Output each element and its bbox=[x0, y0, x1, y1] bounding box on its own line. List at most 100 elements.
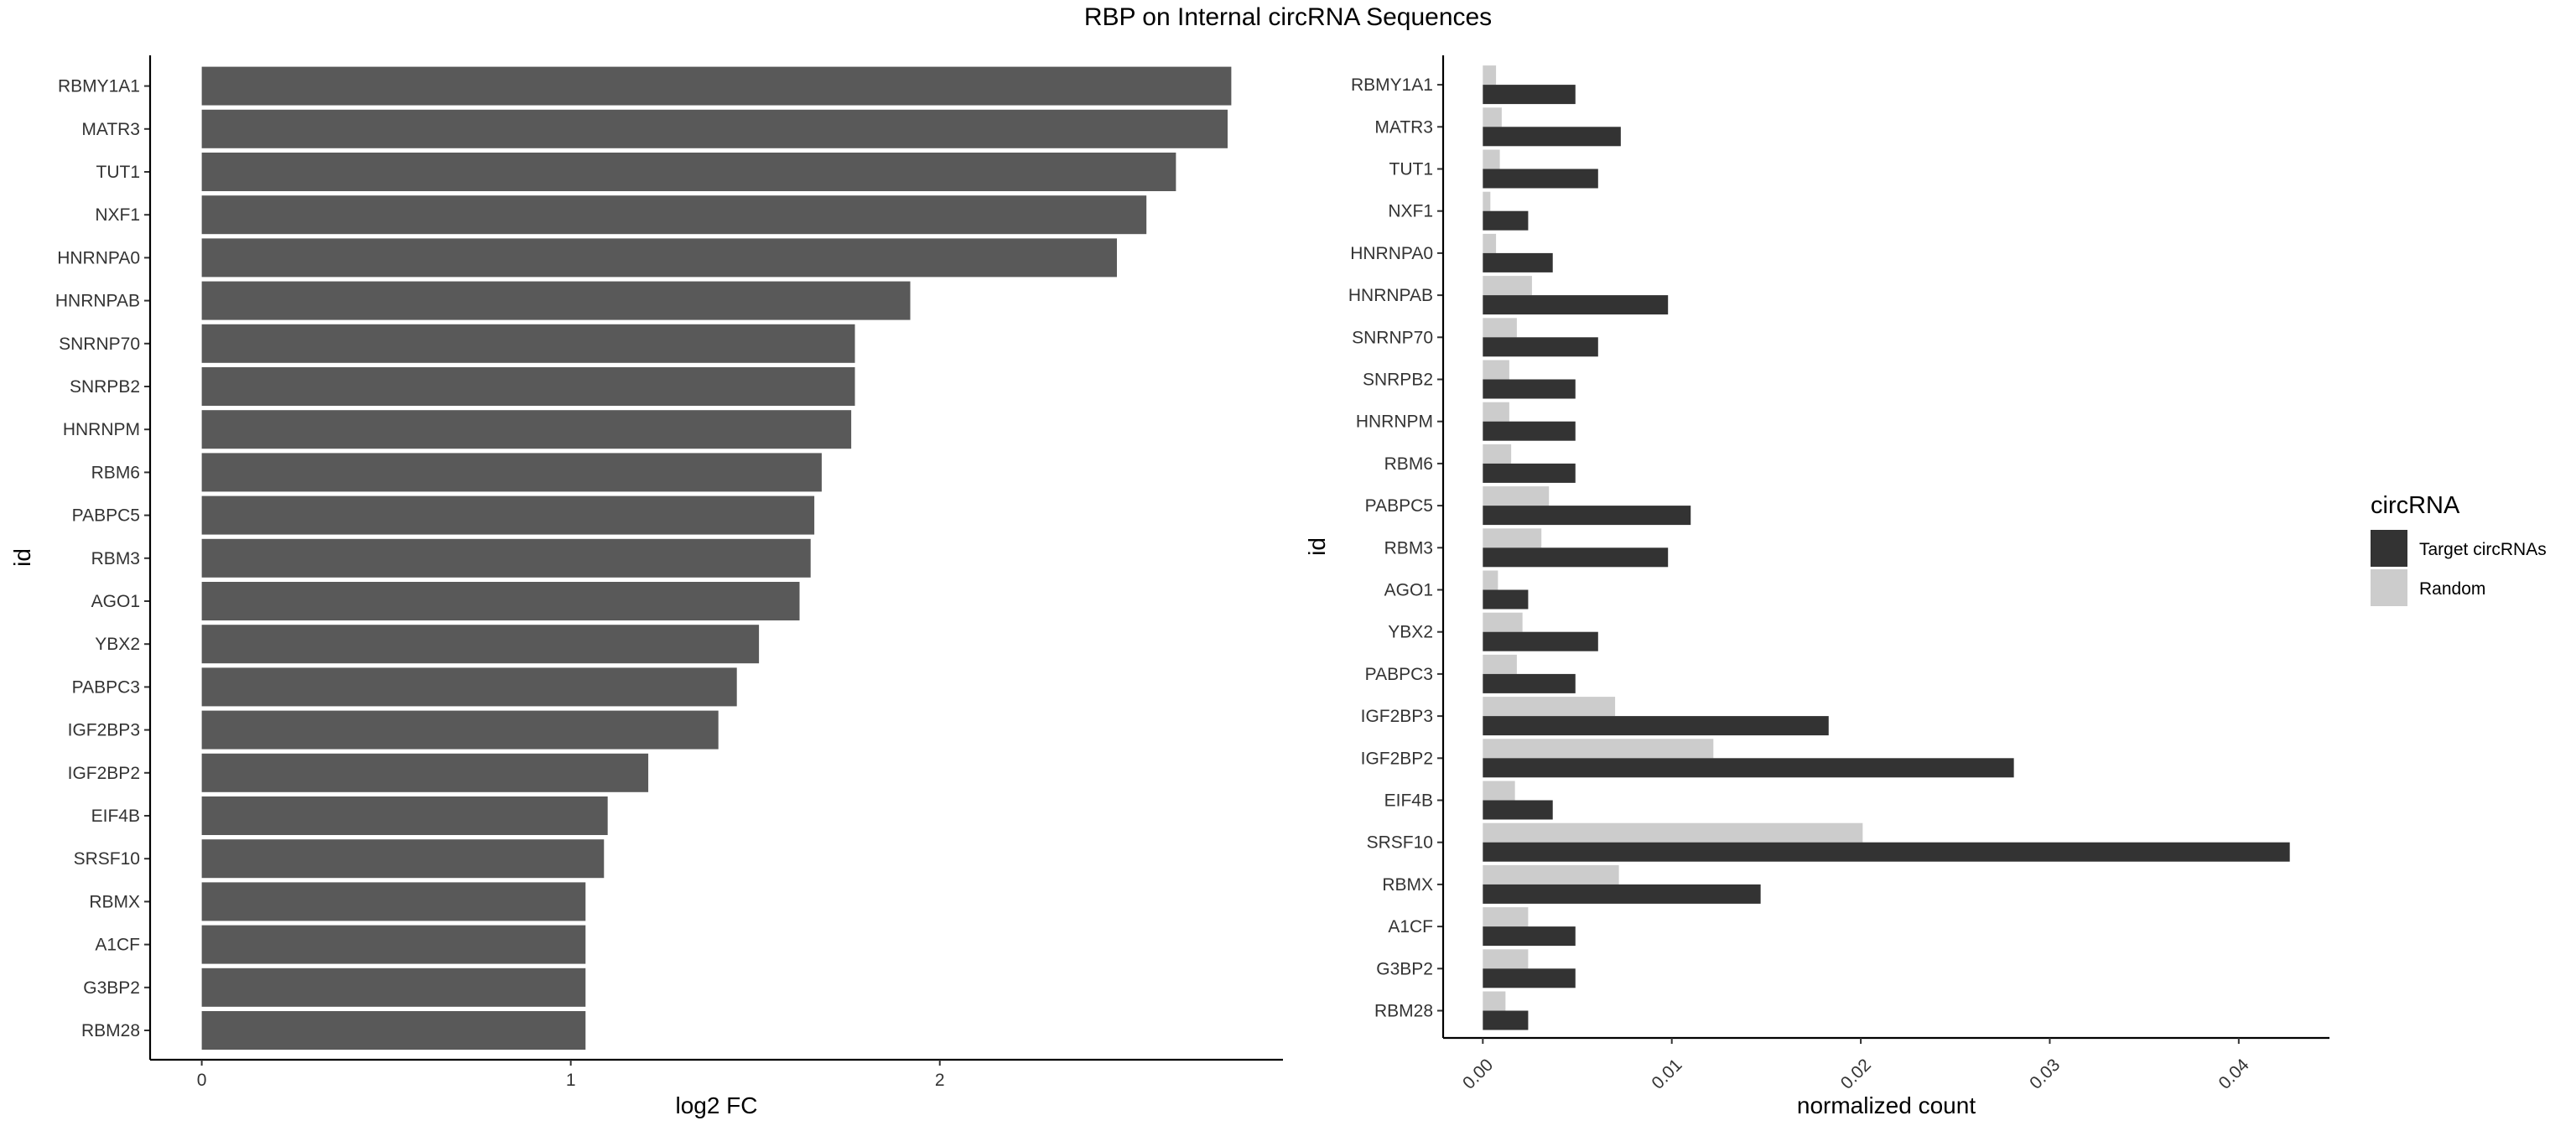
y-tick-label: HNRNPAB bbox=[55, 292, 140, 311]
y-tick-label: RBM6 bbox=[91, 463, 140, 482]
y-tick-label: RBM28 bbox=[1374, 1002, 1433, 1021]
y-tick-label: PABPC3 bbox=[72, 677, 140, 697]
bar-ago1 bbox=[201, 582, 800, 620]
bar-ybx2 bbox=[201, 625, 760, 664]
bar-nxf1 bbox=[201, 195, 1147, 235]
bar-igf2bp3 bbox=[201, 710, 719, 750]
y-tick-label: RBM6 bbox=[1384, 454, 1433, 474]
bar-target-rbmx bbox=[1483, 884, 1761, 904]
bar-srsf10 bbox=[201, 839, 605, 879]
bar-matr3 bbox=[201, 109, 1228, 148]
bar-random-snrpb2 bbox=[1483, 360, 1509, 380]
bar-random-rbmx bbox=[1483, 864, 1619, 885]
y-tick-label: MATR3 bbox=[81, 120, 140, 139]
x-tick-label: 0.04 bbox=[2215, 1055, 2253, 1092]
legend-swatch-target-circrnas bbox=[2371, 530, 2407, 567]
bar-target-hnrnpm bbox=[1483, 421, 1576, 441]
y-tick-label: G3BP2 bbox=[83, 978, 140, 998]
bar-target-tut1 bbox=[1483, 169, 1598, 189]
bar-target-rbmy1a1 bbox=[1483, 85, 1576, 105]
y-tick-label: EIF4B bbox=[91, 807, 140, 826]
legend-label-random: Random bbox=[2419, 579, 2485, 599]
bar-target-igf2bp2 bbox=[1483, 758, 2014, 778]
y-tick-label: IGF2BP2 bbox=[1361, 749, 1433, 768]
bar-target-ago1 bbox=[1483, 589, 1529, 610]
figure-title: RBP on Internal circRNA Sequences bbox=[1083, 3, 1493, 31]
y-tick-label: SRSF10 bbox=[74, 849, 140, 869]
legend: circRNA Target circRNAs Random bbox=[2371, 492, 2547, 606]
bar-random-nxf1 bbox=[1483, 191, 1491, 211]
bar-hnrnpm bbox=[201, 410, 852, 449]
y-tick-label: RBM3 bbox=[1384, 538, 1433, 558]
bar-rbmy1a1 bbox=[201, 66, 1232, 106]
y-tick-label: NXF1 bbox=[95, 205, 140, 225]
y-tick-label: RBMX bbox=[89, 892, 140, 911]
bar-random-snrnp70 bbox=[1483, 318, 1517, 338]
y-tick-label: IGF2BP2 bbox=[68, 764, 140, 783]
bar-target-eif4b bbox=[1483, 800, 1553, 820]
bar-random-pabpc3 bbox=[1483, 654, 1517, 674]
y-tick-label: RBMY1A1 bbox=[58, 77, 140, 96]
y-tick-label: HNRNPA0 bbox=[57, 248, 140, 267]
y-tick-label: EIF4B bbox=[1384, 791, 1433, 811]
bar-target-a1cf bbox=[1483, 926, 1576, 947]
bar-snrpb2 bbox=[201, 367, 855, 406]
y-tick-label: G3BP2 bbox=[1376, 959, 1433, 978]
y-tick-label: YBX2 bbox=[95, 635, 140, 654]
y-tick-label: PABPC3 bbox=[1365, 665, 1433, 684]
bar-random-hnrnpm bbox=[1483, 402, 1509, 422]
bar-random-srsf10 bbox=[1483, 822, 1863, 843]
bar-target-pabpc5 bbox=[1483, 506, 1691, 526]
y-tick-label: IGF2BP3 bbox=[68, 721, 140, 740]
bar-random-tut1 bbox=[1483, 149, 1500, 169]
bar-random-ybx2 bbox=[1483, 612, 1523, 632]
x-tick-label: 0.00 bbox=[1459, 1056, 1497, 1093]
bar-random-g3bp2 bbox=[1483, 949, 1529, 969]
y-tick-label: HNRNPAB bbox=[1348, 286, 1433, 305]
bar-rbm3 bbox=[201, 538, 811, 578]
bar-hnrnpab bbox=[201, 281, 911, 320]
bar-target-snrpb2 bbox=[1483, 379, 1576, 399]
y-tick-label: SNRPB2 bbox=[1363, 371, 1433, 390]
bar-target-ybx2 bbox=[1483, 631, 1598, 651]
bar-tut1 bbox=[201, 153, 1176, 191]
legend-label-target-circrnas: Target circRNAs bbox=[2419, 540, 2547, 559]
bar-random-rbm6 bbox=[1483, 444, 1512, 464]
x-axis-title: normalized count bbox=[1797, 1092, 1976, 1118]
y-tick-label: TUT1 bbox=[96, 163, 141, 182]
x-tick-label: 0 bbox=[197, 1071, 207, 1090]
bar-pabpc5 bbox=[201, 495, 815, 535]
y-tick-label: PABPC5 bbox=[72, 506, 140, 526]
bar-random-ago1 bbox=[1483, 570, 1498, 590]
bar-target-rbm3 bbox=[1483, 547, 1669, 568]
legend-swatch-random bbox=[2371, 569, 2407, 606]
y-tick-label: A1CF bbox=[95, 936, 140, 955]
y-tick-label: RBMX bbox=[1382, 875, 1433, 895]
bar-target-hnrnpab bbox=[1483, 295, 1669, 315]
bar-random-pabpc5 bbox=[1483, 486, 1550, 506]
bar-target-matr3 bbox=[1483, 127, 1621, 147]
bar-rbmx bbox=[201, 882, 586, 921]
bar-a1cf bbox=[201, 925, 586, 964]
bar-random-matr3 bbox=[1483, 107, 1502, 127]
bar-pabpc3 bbox=[201, 667, 737, 707]
y-tick-label: YBX2 bbox=[1388, 623, 1433, 642]
bar-random-a1cf bbox=[1483, 907, 1529, 927]
bar-random-hnrnpab bbox=[1483, 276, 1532, 296]
y-axis-title: id bbox=[1304, 537, 1330, 556]
y-tick-label: A1CF bbox=[1388, 917, 1433, 936]
bar-target-igf2bp3 bbox=[1483, 716, 1829, 736]
bar-random-rbm3 bbox=[1483, 528, 1542, 548]
bar-rbm28 bbox=[201, 1011, 586, 1050]
y-tick-label: HNRNPM bbox=[63, 420, 140, 439]
bar-target-nxf1 bbox=[1483, 210, 1529, 231]
y-tick-label: RBMY1A1 bbox=[1351, 75, 1433, 95]
y-tick-label: HNRNPA0 bbox=[1350, 244, 1433, 263]
y-tick-label: SRSF10 bbox=[1367, 833, 1433, 853]
bar-random-eif4b bbox=[1483, 781, 1515, 801]
bar-target-rbm28 bbox=[1483, 1010, 1529, 1030]
bar-hnrnpa0 bbox=[201, 238, 1117, 278]
bar-random-rbm28 bbox=[1483, 991, 1506, 1011]
